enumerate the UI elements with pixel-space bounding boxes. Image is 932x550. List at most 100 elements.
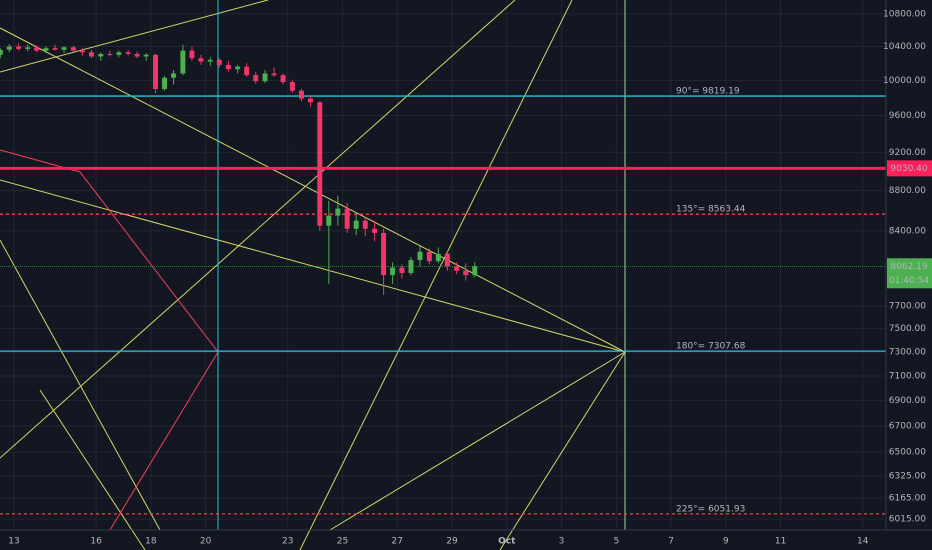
candle-body xyxy=(16,46,22,49)
candle-body xyxy=(0,49,3,55)
x-tick-label: 18 xyxy=(145,537,157,547)
x-tick-label: 23 xyxy=(282,537,293,547)
candle-body xyxy=(335,208,341,216)
x-tick-label: 29 xyxy=(446,537,458,547)
y-tick-label: 6500.00 xyxy=(889,448,926,458)
candle-body xyxy=(107,53,113,55)
candle-body xyxy=(435,253,441,262)
countdown-label: 01:40:54 xyxy=(889,276,930,286)
candle-body xyxy=(244,66,250,76)
x-tick-label: 27 xyxy=(392,537,403,547)
candle-body xyxy=(390,267,396,276)
candle-body xyxy=(372,228,378,233)
level-label: 90°= 9819.19 xyxy=(676,87,740,97)
price-tag xyxy=(887,160,932,177)
trend-line xyxy=(499,351,626,550)
y-tick-label: 8400.00 xyxy=(889,226,926,236)
y-tick-label: 9200.00 xyxy=(889,148,926,158)
x-tick-label: 11 xyxy=(775,537,786,547)
y-tick-label: 10000.00 xyxy=(883,76,926,86)
candle-body xyxy=(125,52,131,54)
x-tick-label: Oct xyxy=(498,537,516,547)
last-price-tag xyxy=(887,258,932,289)
y-tick-label: 9600.00 xyxy=(889,111,926,121)
candle-body xyxy=(262,73,268,82)
candle-body xyxy=(271,73,277,76)
y-tick-label: 7300.00 xyxy=(889,348,926,358)
trend-line xyxy=(0,0,269,73)
x-tick-label: 5 xyxy=(613,537,619,547)
candle-body xyxy=(225,64,231,70)
y-tick-label: 6900.00 xyxy=(889,396,926,406)
y-tick-label: 6325.00 xyxy=(889,471,926,481)
x-tick-label: 25 xyxy=(337,537,348,547)
candle-body xyxy=(198,58,204,62)
candles xyxy=(0,43,478,295)
candle-body xyxy=(280,75,286,83)
trend-line xyxy=(299,0,573,550)
y-tick-label: 10400.00 xyxy=(883,42,926,52)
candle-body xyxy=(153,54,159,89)
candle-body xyxy=(289,82,295,91)
candle-body xyxy=(463,270,469,276)
price-tag-label: 9030.40 xyxy=(890,164,927,174)
x-tick-label: 14 xyxy=(857,537,869,547)
x-tick-label: 7 xyxy=(668,537,674,547)
x-tick-label: 3 xyxy=(559,537,565,547)
candle-body xyxy=(444,253,450,267)
candle-body xyxy=(25,47,31,49)
candle-body xyxy=(253,75,259,82)
candle-body xyxy=(344,208,350,229)
candle-body xyxy=(426,251,432,262)
candle-body xyxy=(70,47,76,51)
candle-body xyxy=(61,47,67,50)
candle-body xyxy=(98,53,104,57)
last-price-label: 8062.19 xyxy=(890,262,927,272)
candle-body xyxy=(399,267,405,273)
axes: 10800.00 10400.00 10000.00 9600.00 9200.00 88… xyxy=(8,9,932,547)
x-tick-label: 9 xyxy=(723,537,729,547)
candle-body xyxy=(362,220,368,229)
candle-body xyxy=(34,47,40,51)
trend-line xyxy=(0,239,161,531)
candle-body xyxy=(180,50,186,74)
candle-body xyxy=(189,50,195,59)
y-tick-label: 8800.00 xyxy=(889,186,926,196)
y-tick-label: 7700.00 xyxy=(889,301,926,311)
candle-body xyxy=(326,215,332,226)
trend-line xyxy=(0,149,219,531)
candle-body xyxy=(171,73,177,78)
trend-line xyxy=(39,389,146,550)
candle-body xyxy=(43,48,49,51)
candle-body xyxy=(381,232,387,276)
candle-body xyxy=(162,77,168,89)
candle-body xyxy=(207,59,213,62)
candle-body xyxy=(353,220,359,229)
candle-body xyxy=(417,251,423,261)
level-label: 225°= 6051.93 xyxy=(676,504,745,514)
level-label: 135°= 8563.44 xyxy=(676,205,746,215)
candle-body xyxy=(216,59,222,65)
grid xyxy=(0,0,886,530)
y-tick-label: 7100.00 xyxy=(889,371,926,381)
candle-body xyxy=(52,48,58,50)
y-tick-label: 6015.00 xyxy=(889,515,926,525)
candle-body xyxy=(143,54,149,57)
drawings xyxy=(0,0,626,550)
trend-line xyxy=(0,27,626,353)
y-tick-label: 7500.00 xyxy=(889,324,926,334)
level-label: 180°= 7307.68 xyxy=(676,342,746,352)
y-tick-label: 10800.00 xyxy=(883,9,926,19)
levels: 90°= 9819.19 135°= 8563.44 180°= 7307.68 22… xyxy=(0,87,886,515)
candle-body xyxy=(317,102,323,226)
candle-body xyxy=(307,98,313,103)
candle-body xyxy=(79,50,85,53)
x-tick-label: 20 xyxy=(200,537,212,547)
y-tick-label: 6700.00 xyxy=(889,422,926,432)
candle-body xyxy=(472,266,478,276)
trend-line xyxy=(329,351,626,531)
candle-body xyxy=(298,90,304,99)
candle-body xyxy=(408,260,414,273)
candle-body xyxy=(6,46,12,50)
